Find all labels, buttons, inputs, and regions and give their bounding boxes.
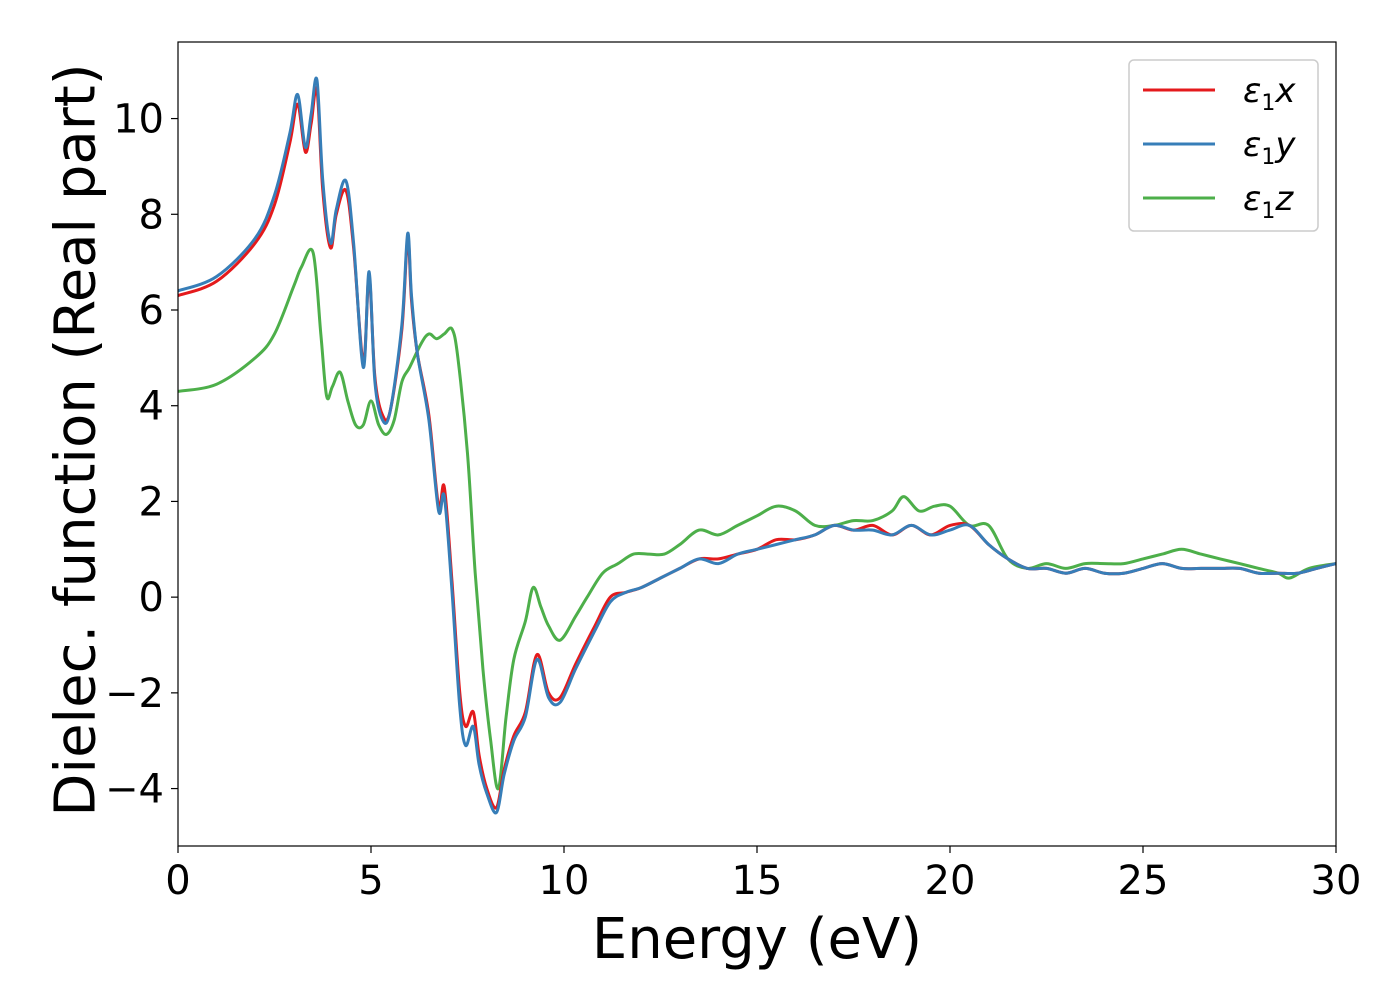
x-axis: 0 5 10 15 20 25 30 <box>165 846 1361 904</box>
legend-label-sub: 1 <box>1261 91 1275 116</box>
legend-label-sub: 1 <box>1261 145 1275 170</box>
legend-label-base: ε <box>1243 71 1261 111</box>
y-tick-label: −4 <box>105 767 164 813</box>
series-layer <box>178 76 1336 815</box>
series-line-z <box>178 247 1336 791</box>
y-axis: −4 −2 0 2 4 6 8 10 <box>105 97 178 813</box>
legend-label-base: ε <box>1243 125 1261 165</box>
legend-label-z: ε1z <box>1243 179 1294 224</box>
x-tick-label: 20 <box>925 858 976 904</box>
legend-label-x: ε1x <box>1243 71 1296 116</box>
x-axis-title: Energy (eV) <box>592 907 922 972</box>
x-tick-label: 10 <box>539 858 590 904</box>
y-tick-label: 6 <box>139 288 164 334</box>
series-line-y <box>178 76 1336 815</box>
x-tick-label: 30 <box>1311 858 1362 904</box>
y-tick-label: 4 <box>139 384 164 430</box>
x-tick-label: 25 <box>1118 858 1169 904</box>
legend-label-var: y <box>1274 125 1296 165</box>
y-tick-label: −2 <box>105 671 164 717</box>
x-tick-label: 5 <box>358 858 383 904</box>
y-axis-title: Dielec. function (Real part) <box>44 63 109 816</box>
legend-label-base: ε <box>1243 179 1261 219</box>
legend-label-y: ε1y <box>1243 125 1296 170</box>
legend-label-sub: 1 <box>1261 199 1275 224</box>
legend-label-var: z <box>1274 179 1294 219</box>
y-tick-label: 8 <box>139 192 164 238</box>
legend-box <box>1128 59 1319 232</box>
x-tick-label: 0 <box>165 858 190 904</box>
y-tick-label: 2 <box>139 479 164 525</box>
x-tick-label: 15 <box>732 858 783 904</box>
legend-label-var: x <box>1274 71 1296 111</box>
y-tick-label: 0 <box>139 575 164 621</box>
y-tick-label: 10 <box>113 97 164 143</box>
